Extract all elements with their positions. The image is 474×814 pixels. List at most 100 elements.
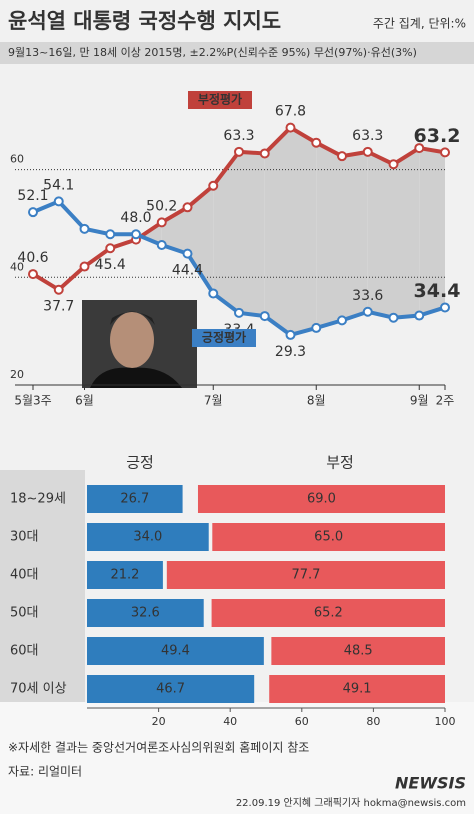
data-label: 21.2 — [110, 568, 139, 583]
x-tick-label: 100 — [435, 715, 456, 728]
data-label: 44.4 — [172, 263, 203, 279]
data-label: 49.4 — [161, 644, 190, 659]
source: 자료: 리얼미터 — [8, 765, 82, 779]
x-tick-label: 9월 — [410, 394, 429, 408]
point — [388, 312, 399, 323]
point — [131, 229, 141, 240]
point — [28, 207, 38, 218]
bar — [87, 485, 183, 513]
x-tick-label: 20 — [152, 715, 166, 728]
data-label: 63.2 — [414, 125, 461, 147]
photo — [82, 300, 197, 388]
x-tick-label: 40 — [223, 715, 237, 728]
legend-box — [192, 329, 256, 347]
point — [234, 146, 244, 157]
gap-fill — [316, 142, 342, 328]
data-label: 49.1 — [343, 682, 372, 697]
legend-box — [188, 91, 252, 109]
point — [208, 288, 219, 299]
point — [53, 196, 64, 207]
data-label: 65.0 — [314, 530, 343, 545]
point — [182, 248, 193, 259]
bar — [166, 561, 446, 589]
row-label: 18~29세 — [10, 492, 66, 507]
bar — [87, 599, 204, 627]
bar — [269, 675, 445, 703]
bar — [212, 523, 445, 551]
x-tick-label: 60 — [295, 715, 309, 728]
data-label: 54.1 — [43, 177, 74, 193]
bar — [87, 561, 163, 589]
row-label-column — [0, 470, 85, 702]
bar — [211, 599, 445, 627]
point — [105, 229, 116, 240]
bar — [87, 637, 264, 665]
point — [440, 147, 450, 158]
data-label: 65.2 — [314, 606, 343, 621]
row-label: 40대 — [10, 568, 39, 583]
point — [414, 143, 425, 154]
point — [285, 329, 296, 340]
data-label: 34.0 — [133, 530, 162, 545]
row-label: 30대 — [10, 530, 39, 545]
data-label: 48.5 — [344, 644, 373, 659]
point — [362, 306, 373, 317]
y-tick-label: 40 — [10, 260, 24, 273]
gap-fill — [290, 127, 317, 335]
gap-fill — [239, 151, 265, 317]
point — [79, 223, 90, 234]
point — [362, 146, 373, 157]
bar — [87, 675, 255, 703]
point — [285, 122, 296, 133]
point — [28, 269, 38, 280]
data-label: 50.2 — [146, 198, 177, 214]
data-label: 34.4 — [414, 280, 461, 302]
data-label: 40.6 — [17, 250, 48, 266]
point — [234, 307, 244, 318]
bar — [271, 637, 445, 665]
data-label: 46.7 — [156, 682, 185, 697]
data-label: 29.3 — [275, 344, 306, 360]
y-tick-label: 20 — [10, 368, 24, 381]
row-label: 70세 이상 — [10, 682, 67, 697]
point — [105, 243, 116, 254]
point — [156, 240, 167, 250]
x-tick-label: 7월 — [204, 394, 223, 408]
gap-fill — [393, 148, 420, 318]
x-tick-label: 8월 — [307, 394, 326, 408]
info-bar — [0, 42, 474, 64]
data-label: 45.4 — [95, 257, 126, 273]
footnote: ※자세한 결과는 중앙선거여론조사심의위원회 홈페이지 참조 — [8, 741, 309, 755]
gap-fill — [264, 127, 291, 335]
data-label: 32.6 — [131, 606, 160, 621]
point — [388, 159, 399, 170]
legend-label: 긍정평가 — [202, 330, 246, 345]
data-label: 37.7 — [43, 299, 74, 315]
point — [208, 180, 219, 191]
point — [337, 151, 347, 162]
unit: 주간 집계, 단위:% — [373, 17, 466, 31]
row-label: 50대 — [10, 606, 39, 621]
data-label: 26.7 — [120, 492, 149, 507]
data-label: 63.3 — [352, 128, 383, 144]
data-label: 33.6 — [352, 288, 383, 304]
row-label: 60대 — [10, 644, 39, 659]
point — [311, 322, 322, 333]
gap-fill — [419, 148, 445, 316]
data-label: 77.7 — [291, 568, 320, 583]
data-label: 52.1 — [17, 188, 48, 204]
gap-fill — [213, 151, 239, 313]
point — [53, 284, 64, 295]
data-label: 63.3 — [223, 128, 254, 144]
series-header: 부정 — [326, 454, 354, 472]
point — [156, 217, 167, 228]
data-label: 67.8 — [275, 104, 306, 120]
x-tick-label: 2주 — [436, 394, 455, 408]
data-label: 69.0 — [307, 492, 336, 507]
point — [79, 261, 90, 272]
bar — [197, 485, 445, 513]
gap-fill — [342, 151, 368, 321]
series-header: 긍정 — [126, 454, 154, 472]
logo: NEWSIS — [395, 774, 466, 793]
point — [337, 315, 347, 326]
